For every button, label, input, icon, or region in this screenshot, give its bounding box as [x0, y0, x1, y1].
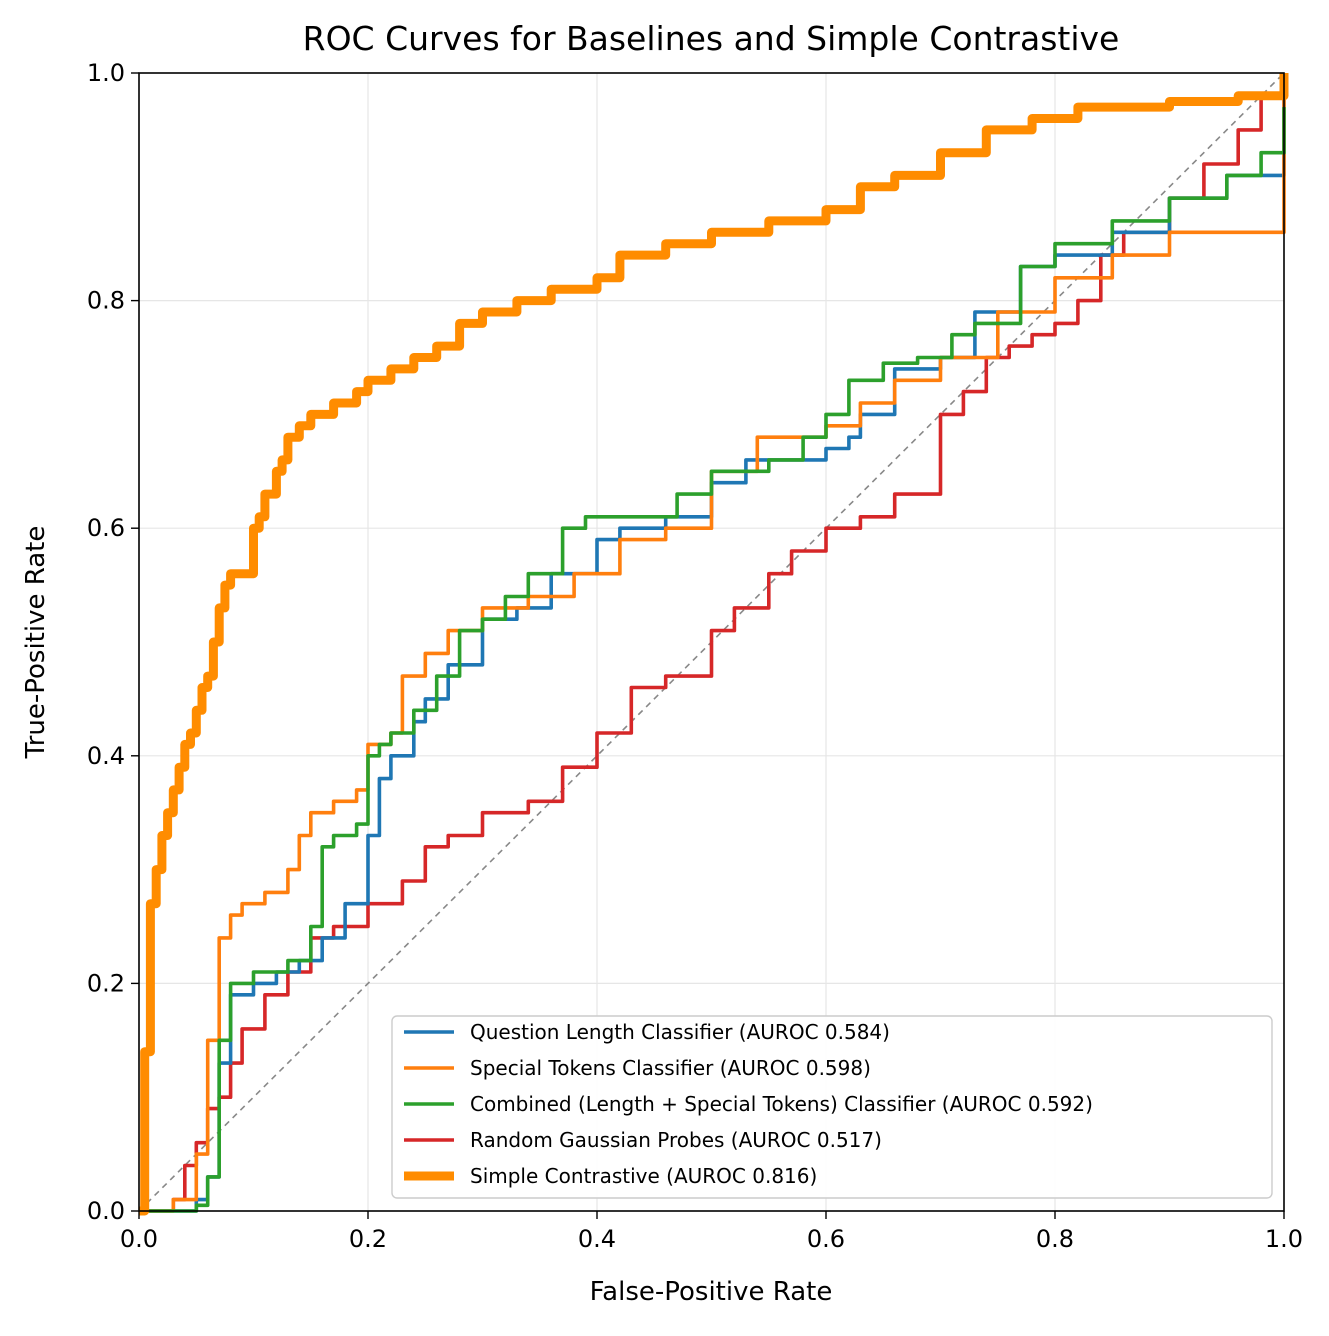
- x-tick-label: 0.2: [349, 1225, 387, 1253]
- legend: Question Length Classifier (AUROC 0.584)…: [391, 1015, 1273, 1199]
- y-tick-label: 0.0: [87, 1197, 125, 1225]
- chart-title: ROC Curves for Baselines and Simple Cont…: [303, 19, 1120, 58]
- series-line-simple-contrastive: [139, 73, 1289, 1216]
- series-line-question-length-classifier: [139, 73, 1286, 1213]
- y-axis-label: True-Positive Rate: [21, 526, 51, 760]
- ticks: 0.0 0.2 0.4 0.6 0.8 1.0 0.0 0.2 0.4 0.6 0.8 1.0: [87, 59, 1303, 1253]
- x-tick-label: 0.4: [578, 1225, 616, 1253]
- y-tick-label: 0.6: [87, 514, 125, 542]
- legend-label: Simple Contrastive (AUROC 0.816): [470, 1164, 817, 1188]
- series-layer: [139, 73, 1289, 1216]
- series-line-random-gaussian-probes: [139, 73, 1286, 1213]
- legend-box: [391, 1015, 1273, 1199]
- x-tick-label: 0.6: [807, 1225, 845, 1253]
- legend-entries: Question Length Classifier (AUROC 0.584)…: [404, 1020, 1093, 1188]
- legend-label: Combined (Length + Special Tokens) Class…: [470, 1092, 1093, 1116]
- y-tick-label: 1.0: [87, 59, 125, 87]
- x-tick-label: 0.8: [1036, 1225, 1074, 1253]
- series-line-combined-length-special-tokens-classifier: [139, 107, 1286, 1213]
- x-axis-label: False-Positive Rate: [590, 1277, 833, 1307]
- legend-label: Special Tokens Classifier (AUROC 0.598): [470, 1056, 871, 1080]
- plot-frame: [138, 72, 1285, 1212]
- legend-label: Random Gaussian Probes (AUROC 0.517): [470, 1128, 882, 1152]
- legend-label: Question Length Classifier (AUROC 0.584): [470, 1020, 890, 1044]
- x-tick-label: 1.0: [1265, 1225, 1303, 1253]
- x-tick-label: 0.0: [120, 1225, 158, 1253]
- y-tick-label: 0.4: [87, 742, 125, 770]
- y-tick-label: 0.8: [87, 287, 125, 315]
- y-tick-label: 0.2: [87, 969, 125, 997]
- series-line-special-tokens-classifier: [139, 73, 1286, 1213]
